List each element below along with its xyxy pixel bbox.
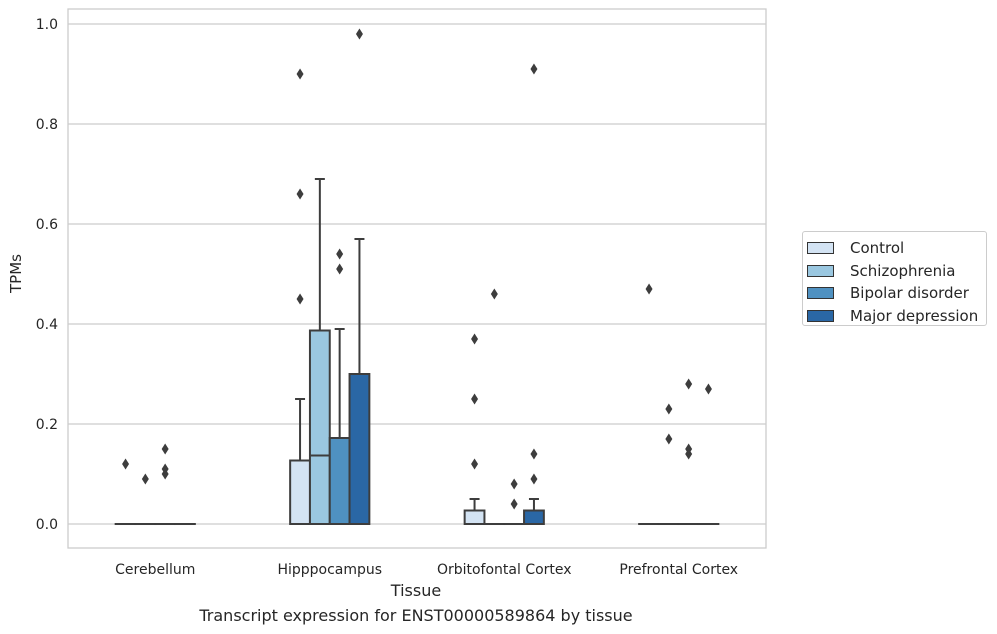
box-control — [638, 283, 660, 526]
y-tick-label: 0.6 — [36, 217, 58, 233]
box-major-depression — [348, 28, 371, 525]
box-bipolar-disorder — [677, 378, 700, 526]
box-body — [308, 329, 331, 525]
y-tick-labels: 0.0 0.2 0.4 0.6 0.8 1.0 — [36, 17, 58, 533]
legend-swatch — [807, 309, 834, 322]
y-tick-label: 0.8 — [36, 117, 58, 133]
outlier-point — [471, 458, 479, 470]
box-body — [328, 437, 351, 525]
legend-item: Bipolar disorder — [807, 282, 986, 305]
outlier-point — [471, 393, 479, 405]
outlier-point — [530, 473, 538, 485]
outlier-point — [530, 63, 538, 75]
box-body — [463, 509, 486, 525]
x-tick-label: Cerebellum — [115, 562, 195, 578]
box-schizophrenia — [134, 473, 157, 526]
y-tick-label: 0.4 — [36, 317, 58, 333]
x-tick-label: Hipppocampus — [277, 562, 382, 578]
y-tick-label: 0.2 — [36, 417, 58, 433]
gridlines — [68, 23, 766, 525]
box-schizophrenia — [308, 178, 331, 525]
box-major-depression — [697, 383, 720, 526]
legend-item: Major depression — [807, 305, 986, 328]
outlier-point — [471, 333, 479, 345]
outlier-point — [336, 248, 344, 260]
box-control — [114, 458, 137, 526]
outlier-point — [510, 478, 518, 490]
box-major-depression — [523, 63, 545, 525]
box-schizophrenia — [657, 403, 680, 526]
legend-item: Control — [807, 237, 986, 260]
x-tick-label: Prefrontal Cortex — [619, 562, 738, 578]
x-axis-label: Tissue — [390, 581, 441, 600]
chart-caption: Transcript expression for ENST0000058986… — [199, 606, 633, 625]
legend-label: Schizophrenia — [850, 261, 956, 280]
outlier-point — [685, 378, 693, 390]
legend-label: Control — [850, 239, 905, 258]
box-control — [463, 333, 486, 525]
y-tick-label: 0.0 — [36, 517, 58, 533]
box-bipolar-disorder — [154, 443, 177, 526]
box-body — [523, 509, 545, 525]
box-control — [289, 68, 311, 525]
x-tick-label: Orbitofontal Cortex — [437, 562, 572, 578]
legend-swatch — [807, 242, 834, 255]
outlier-point — [704, 383, 712, 395]
legend-item: Schizophrenia — [807, 260, 986, 283]
outlier-point — [530, 448, 538, 460]
outlier-point — [685, 443, 693, 455]
outlier-point — [490, 288, 498, 300]
box-bipolar-disorder — [503, 478, 526, 526]
outlier-point — [161, 463, 169, 475]
legend-label: Bipolar disorder — [850, 284, 969, 303]
outlier-point — [336, 263, 344, 275]
outlier-point — [296, 188, 304, 200]
legend-label: Major depression — [850, 306, 979, 325]
y-axis-label: TPMs — [7, 254, 25, 294]
x-tick-labels: Cerebellum Hipppocampus Orbitofontal Corte… — [115, 562, 738, 578]
outlier-point — [122, 458, 130, 470]
y-tick-label: 1.0 — [36, 17, 58, 33]
plot-frame — [67, 8, 767, 549]
outlier-point — [355, 28, 363, 40]
box-bipolar-disorder — [328, 248, 351, 525]
outlier-point — [296, 68, 304, 80]
outlier-point — [665, 403, 673, 415]
legend: Control Schizophrenia Bipolar disorder Majo… — [802, 231, 987, 326]
outlier-point — [141, 473, 149, 485]
box-body — [289, 459, 311, 525]
outlier-point — [161, 443, 169, 455]
outlier-point — [645, 283, 653, 295]
outlier-point — [296, 293, 304, 305]
legend-swatch — [807, 264, 834, 277]
box-body — [348, 373, 371, 525]
outlier-point — [665, 433, 673, 445]
legend-swatch — [807, 287, 834, 300]
outlier-point — [510, 498, 518, 510]
box-layer — [114, 28, 720, 526]
